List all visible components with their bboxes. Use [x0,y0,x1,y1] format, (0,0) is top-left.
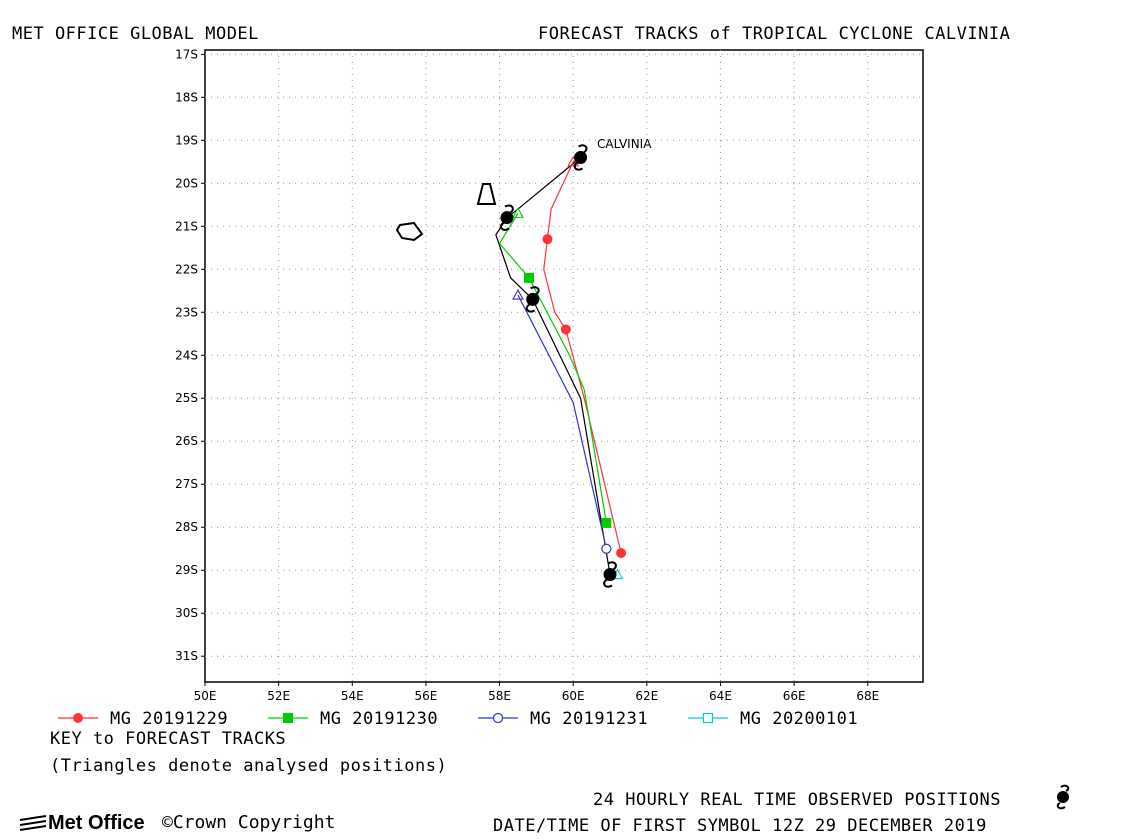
chart-title: FORECAST TRACKS of TROPICAL CYCLONE CALV… [538,24,1011,44]
forecast-position-marker [616,548,627,559]
cyclone-symbol-icon [1056,784,1070,810]
analysed-position-triangle [512,288,524,300]
met-office-swirl-icon [19,814,47,831]
islands [395,183,497,242]
x-tick-label: 60E [562,689,585,703]
forecast-track-line [517,294,607,549]
cyclone-arm [504,204,514,214]
y-tick-label: 25S [175,391,198,405]
forecast-position-marker [601,517,612,528]
cyclone-arm [607,561,617,571]
axis-ticks: 50E 52E 54E 56E 58E 60E 62E 64E 66E 68E 17S 18S 19S 2… [175,47,879,703]
legend-marker [492,712,504,724]
legend-key-note: (Triangles denote analysed positions) [50,756,448,776]
cyclone-arm [578,144,588,154]
observed-cyclone-symbol [525,286,540,313]
met-office-logo: Met Office [18,812,145,835]
cyclone-arm [530,286,540,296]
x-tick-label: 62E [635,689,658,703]
island-mauritius [476,183,497,205]
forecast-position-marker [560,324,571,335]
legend-marker [283,713,293,723]
observed-cyclone-symbol [603,561,617,588]
y-tick-label: 26S [175,434,198,448]
x-tick-label: 50E [194,689,217,703]
y-tick-label: 17S [175,47,198,61]
observed-track-line [495,157,611,575]
x-tick-label: 64E [709,689,732,703]
y-tick-label: 20S [175,176,198,190]
observed-cyclone-symbol [573,144,588,171]
y-tick-label: 24S [175,348,198,362]
forecast-position-marker [524,272,535,283]
forecast-track-line [498,213,607,524]
cyclone-center [574,150,588,164]
y-tick-label: 31S [175,649,198,663]
forecast-position-marker [542,234,553,245]
y-tick-label: 30S [175,606,198,620]
first-symbol-datetime: DATE/TIME OF FIRST SYMBOL 12Z 29 DECEMBE… [493,816,987,836]
copyright-notice: ©Crown Copyright [162,812,336,833]
storm-label: CALVINIA [597,137,652,151]
legend-key-title: KEY to FORECAST TRACKS [50,729,287,749]
legend-label: MG 20191231 [530,709,648,729]
legend: MG 20191229 MG 20191230 MG 20191231 MG 2020… [58,709,858,729]
y-tick-label: 28S [175,520,198,534]
met-office-logo-text: Met Office [48,812,145,834]
observed-positions-label: 24 HOURLY REAL TIME OBSERVED POSITIONS [593,790,1001,810]
cyclone-arm [573,161,584,171]
observed-cyclone-symbol [500,204,514,231]
legend-label: MG 20191230 [320,709,438,729]
x-tick-label: 52E [267,689,290,703]
x-tick-label: 66E [783,689,806,703]
x-tick-label: 68E [856,689,879,703]
analysed-position-triangle [512,207,524,218]
legend-label: MG 20191229 [110,709,228,729]
cyclone-center [526,292,540,306]
x-tick-label: 56E [414,689,437,703]
y-tick-label: 27S [175,477,198,491]
y-tick-label: 22S [175,262,198,276]
legend-label: MG 20200101 [740,709,858,729]
y-tick-label: 19S [175,133,198,147]
cyclone-center [500,211,514,225]
cyclone-center [603,568,617,582]
legend-marker [73,713,83,723]
island-reunion [395,221,424,242]
y-tick-label: 18S [175,90,198,104]
x-tick-label: 54E [341,689,364,703]
y-tick-label: 29S [175,563,198,577]
plot-frame [204,49,924,683]
cyclone-arm [525,303,536,313]
y-tick-label: 23S [175,305,198,319]
forecast-position-marker [601,543,612,554]
x-tick-label: 58E [488,689,511,703]
legend-marker [702,712,714,724]
tracks [495,144,627,588]
model-title: MET OFFICE GLOBAL MODEL [12,24,259,44]
cyclone-arm [603,578,613,588]
y-tick-label: 21S [175,219,198,233]
cyclone-arm [500,221,510,231]
